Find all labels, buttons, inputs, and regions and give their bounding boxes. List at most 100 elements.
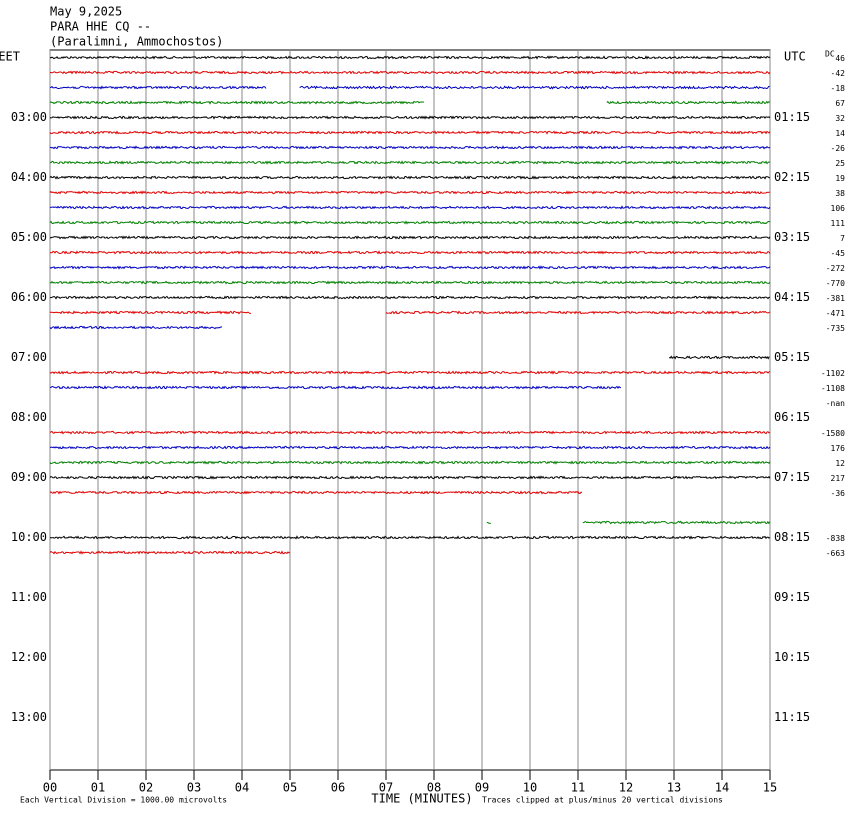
trace-segment <box>49 175 771 180</box>
offset-label: -381 <box>826 294 845 303</box>
offset-label: -18 <box>831 84 846 93</box>
offset-label: -36 <box>831 489 846 498</box>
trace-segment <box>49 445 771 450</box>
x-tick-label: 02 <box>139 781 153 795</box>
trace-segment <box>385 310 771 315</box>
trace-segment <box>299 85 770 90</box>
trace-segment <box>49 475 771 480</box>
left-time-label: 09:00 <box>11 470 47 484</box>
trace-segment <box>49 190 771 195</box>
x-tick-label: 04 <box>235 781 249 795</box>
offset-label: 14 <box>835 129 845 138</box>
left-time-label: 06:00 <box>11 290 47 304</box>
offset-label: -770 <box>826 279 845 288</box>
left-time-label: 10:00 <box>11 530 47 544</box>
trace-segment <box>582 520 771 525</box>
left-time-label: 03:00 <box>11 110 47 124</box>
offset-label: 25 <box>835 159 845 168</box>
offset-label: -471 <box>826 309 845 318</box>
right-time-label: 06:15 <box>774 410 810 424</box>
trace-segment <box>49 265 771 270</box>
trace-segment <box>49 130 771 135</box>
trace-segment <box>49 295 771 300</box>
offset-header: DC <box>825 50 835 59</box>
offset-label: 38 <box>835 189 845 198</box>
right-time-label: 03:15 <box>774 230 810 244</box>
offset-label: -1108 <box>821 384 845 393</box>
trace-segment <box>49 145 771 150</box>
offset-label: -735 <box>826 324 845 333</box>
right-time-label: 09:15 <box>774 590 810 604</box>
title-line: May 9,2025 <box>50 5 122 19</box>
right-time-label: 11:15 <box>774 710 810 724</box>
trace-segment <box>486 522 491 524</box>
trace-segment <box>49 235 771 240</box>
left-time-label: 05:00 <box>11 230 47 244</box>
footer-left: Each Vertical Division = 1000.00 microvo… <box>20 796 227 805</box>
offset-label: 32 <box>835 114 845 123</box>
x-tick-label: 15 <box>763 781 777 795</box>
left-time-label: 11:00 <box>11 590 47 604</box>
trace-segment <box>49 550 291 555</box>
trace-segment <box>49 325 223 330</box>
trace-segment <box>49 115 771 120</box>
x-tick-label: 08 <box>427 781 441 795</box>
offset-label: -663 <box>826 549 845 558</box>
left-time-label: 13:00 <box>11 710 47 724</box>
trace-segment <box>49 55 771 60</box>
left-time-label: 08:00 <box>11 410 47 424</box>
left-time-label: 04:00 <box>11 170 47 184</box>
x-tick-label: 10 <box>523 781 537 795</box>
offset-label: 7 <box>840 234 845 243</box>
offset-label: -1580 <box>821 429 845 438</box>
offset-label: 111 <box>831 219 846 228</box>
title-line: PARA HHE CQ -- <box>50 20 151 34</box>
right-time-label: 10:15 <box>774 650 810 664</box>
offset-label: -26 <box>831 144 846 153</box>
x-tick-label: 00 <box>43 781 57 795</box>
trace-segment <box>49 490 583 495</box>
offset-label: -838 <box>826 534 845 543</box>
offset-label: 176 <box>831 444 846 453</box>
right-time-label: 08:15 <box>774 530 810 544</box>
trace-segment <box>49 430 771 435</box>
right-time-label: 04:15 <box>774 290 810 304</box>
right-time-label: 05:15 <box>774 350 810 364</box>
offset-label: -45 <box>831 249 846 258</box>
trace-segment <box>49 160 771 165</box>
offset-label: -nan <box>826 399 845 408</box>
trace-segment <box>49 280 771 285</box>
footer-right: Traces clipped at plus/minus 20 vertical… <box>482 796 723 805</box>
x-tick-label: 09 <box>475 781 489 795</box>
trace-segment <box>49 205 771 210</box>
x-tick-label: 13 <box>667 781 681 795</box>
x-tick-label: 05 <box>283 781 297 795</box>
trace-segment <box>668 355 770 360</box>
offset-label: 46 <box>835 54 845 63</box>
trace-segment <box>49 460 771 465</box>
right-time-label: 02:15 <box>774 170 810 184</box>
offset-label: 217 <box>831 474 846 483</box>
left-time-label: 07:00 <box>11 350 47 364</box>
offset-label: -272 <box>826 264 845 273</box>
right-time-label: 07:15 <box>774 470 810 484</box>
left-header: EET <box>0 50 20 64</box>
x-tick-label: 06 <box>331 781 345 795</box>
offset-label: -42 <box>831 69 846 78</box>
x-tick-label: 14 <box>715 781 729 795</box>
trace-segment <box>49 250 771 255</box>
right-header: UTC <box>784 50 806 64</box>
x-tick-label: 12 <box>619 781 633 795</box>
x-tick-label: 01 <box>91 781 105 795</box>
trace-segment <box>50 70 771 75</box>
trace-segment <box>49 100 425 105</box>
x-axis-label: TIME (MINUTES) <box>371 792 472 806</box>
right-time-label: 01:15 <box>774 110 810 124</box>
title-line: (Paralimni, Ammochostos) <box>50 35 223 49</box>
left-time-label: 12:00 <box>11 650 47 664</box>
trace-segment <box>49 370 771 375</box>
trace-segment <box>49 535 771 540</box>
offset-label: 19 <box>835 174 845 183</box>
